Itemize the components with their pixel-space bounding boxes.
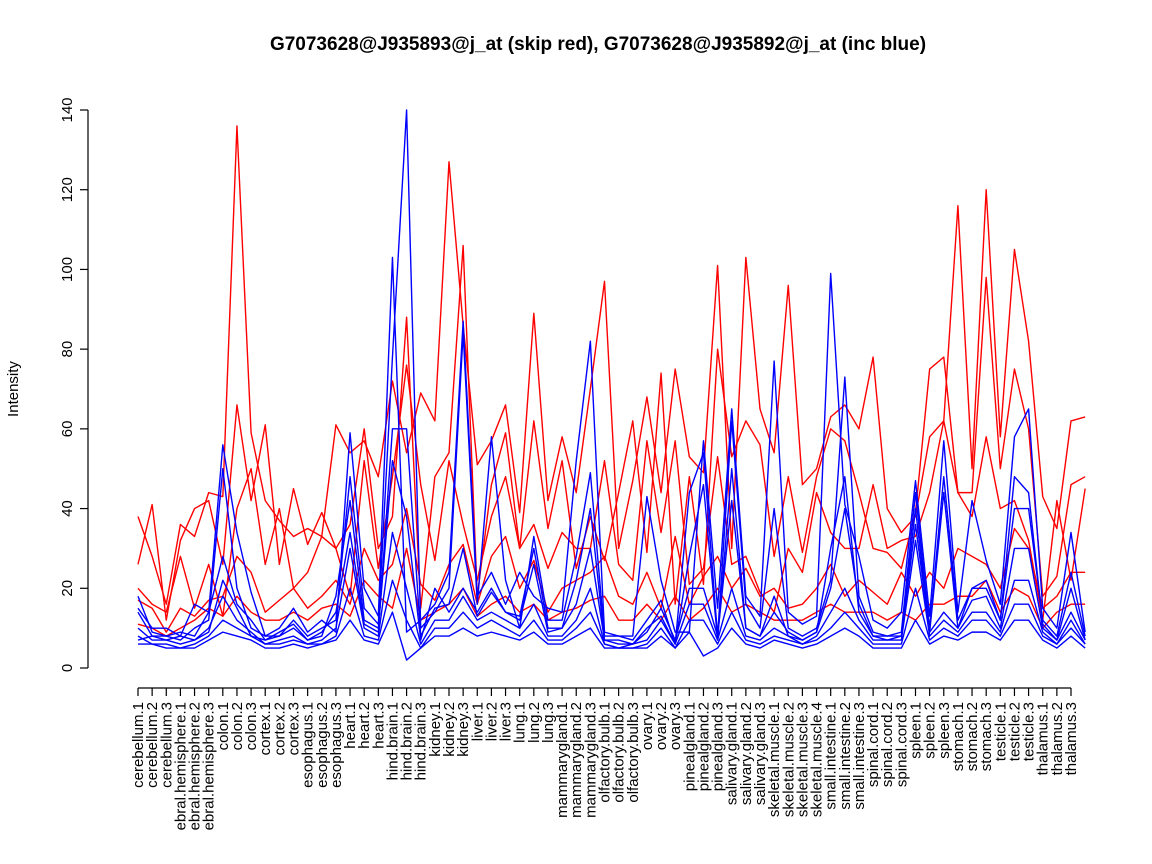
x-tick-label: spinal.cord.3 (893, 702, 910, 787)
y-tick-label: 40 (59, 500, 76, 517)
x-tick-label: skeletal.muscle.3 (794, 702, 811, 817)
x-tick-label: heart.2 (356, 702, 373, 749)
x-tick-label: hind.brain.3 (413, 702, 430, 780)
x-tick-label: esophagus.2 (314, 702, 331, 788)
x-tick-label: cortex.3 (286, 702, 303, 755)
y-tick-label: 120 (59, 177, 76, 202)
x-tick-label: stomach.3 (978, 702, 995, 771)
x-tick-label: kidney.1 (427, 702, 444, 757)
series-line-4 (137, 507, 1086, 633)
x-tick-label: spleen.2 (922, 702, 939, 759)
y-tick-label: 80 (59, 341, 76, 358)
x-tick-label: skeletal.muscle.4 (809, 702, 826, 817)
x-tick-label: mammarygland.1 (554, 702, 571, 818)
x-tick-label: liver.1 (469, 702, 486, 741)
x-tick-label: lung.3 (540, 702, 557, 743)
x-tick-label: ovary.1 (639, 702, 656, 750)
x-tick-label: lung.2 (526, 702, 543, 743)
x-tick-label: kidney.2 (441, 702, 458, 757)
x-tick-label: stomach.1 (950, 702, 967, 771)
x-tick-label: thalamus.2 (1049, 702, 1066, 775)
x-tick-label: colon.2 (229, 702, 246, 750)
chart-title: G7073628@J935893@j_at (skip red), G70736… (270, 34, 926, 55)
x-tick-label: pinealgland.3 (710, 702, 727, 791)
x-tick-label: testicle.3 (1021, 702, 1038, 761)
x-tick-label: colon.3 (243, 702, 260, 750)
y-tick-label: 140 (59, 97, 76, 122)
x-tick-label: salivary.gland.3 (752, 702, 769, 805)
x-tick-label: liver.2 (483, 702, 500, 741)
x-tick-label: small.intestine.2 (837, 702, 854, 810)
x-tick-label: ebral.hemisphere.2 (187, 702, 204, 830)
x-tick-label: olfactory.bulb.2 (611, 702, 628, 803)
x-tick-label: thalamus.3 (1063, 702, 1080, 775)
y-axis: 0 20 40 60 80 100 120 140 (59, 97, 89, 672)
x-tick-label: small.intestine.3 (851, 702, 868, 810)
x-tick-label: stomach.2 (964, 702, 981, 771)
y-tick-label: 0 (59, 664, 76, 672)
x-tick-label: salivary.gland.2 (738, 702, 755, 805)
series-line-3 (137, 364, 1086, 621)
x-tick-label: spleen.1 (908, 702, 925, 759)
series-line-6 (137, 256, 1086, 637)
x-tick-label: lung.1 (512, 702, 529, 743)
x-tick-label: cerebellum.2 (144, 702, 161, 788)
x-tick-label: mammarygland.2 (568, 702, 585, 818)
x-tick-label: cortex.2 (271, 702, 288, 755)
x-tick-label: thalamus.1 (1035, 702, 1052, 775)
x-tick-label: ovary.2 (653, 702, 670, 750)
series-line-1 (137, 125, 1086, 605)
x-tick-label: salivary.gland.1 (724, 702, 741, 805)
series-line-10 (137, 579, 1086, 649)
y-tick-label: 60 (59, 421, 76, 438)
x-tick-label: heart.1 (342, 702, 359, 749)
x-tick-label: olfactory.bulb.1 (597, 702, 614, 803)
x-tick-label: skeletal.muscle.2 (780, 702, 797, 817)
x-tick-label: mammarygland.3 (582, 702, 599, 818)
x-tick-label: cerebellum.3 (158, 702, 175, 788)
x-tick-label: kidney.3 (455, 702, 472, 757)
x-tick-label: esophagus.3 (328, 702, 345, 788)
x-tick-label: olfactory.bulb.3 (625, 702, 642, 803)
y-tick-label: 100 (59, 257, 76, 282)
x-tick-label: hind.brain.1 (384, 702, 401, 780)
x-tick-label: spinal.cord.2 (879, 702, 896, 787)
series-line-9 (137, 531, 1086, 649)
x-tick-label: testicle.1 (992, 702, 1009, 761)
series-line-2 (137, 244, 1086, 621)
series-line-11 (138, 611, 1086, 661)
x-tick-label: cerebellum.1 (130, 702, 147, 788)
x-axis: cerebellum.1cerebellum.2cerebellum.3ebra… (130, 687, 1080, 830)
y-axis-label: Intensity (5, 361, 22, 417)
x-tick-label: esophagus.1 (300, 702, 317, 788)
x-tick-label: ovary.3 (667, 702, 684, 750)
x-tick-label: spleen.3 (936, 702, 953, 759)
x-tick-label: hind.brain.2 (399, 702, 416, 780)
series-layer (137, 109, 1086, 661)
x-tick-label: small.intestine.1 (823, 702, 840, 810)
x-tick-label: pinealgland.1 (681, 702, 698, 791)
x-tick-label: liver.3 (498, 702, 515, 741)
x-tick-label: colon.1 (215, 702, 232, 750)
y-tick-label: 20 (59, 580, 76, 597)
x-tick-label: heart.3 (370, 702, 387, 749)
series-line-12 (137, 428, 1086, 645)
x-tick-label: skeletal.muscle.1 (766, 702, 783, 817)
x-tick-label: ebral.hemisphere.1 (172, 702, 189, 830)
x-tick-label: spinal.cord.1 (865, 702, 882, 787)
x-tick-label: testicle.2 (1006, 702, 1023, 761)
x-tick-label: cortex.1 (257, 702, 274, 755)
x-tick-label: pinealgland.2 (695, 702, 712, 791)
x-tick-label: ebral.hemisphere.3 (201, 702, 218, 830)
